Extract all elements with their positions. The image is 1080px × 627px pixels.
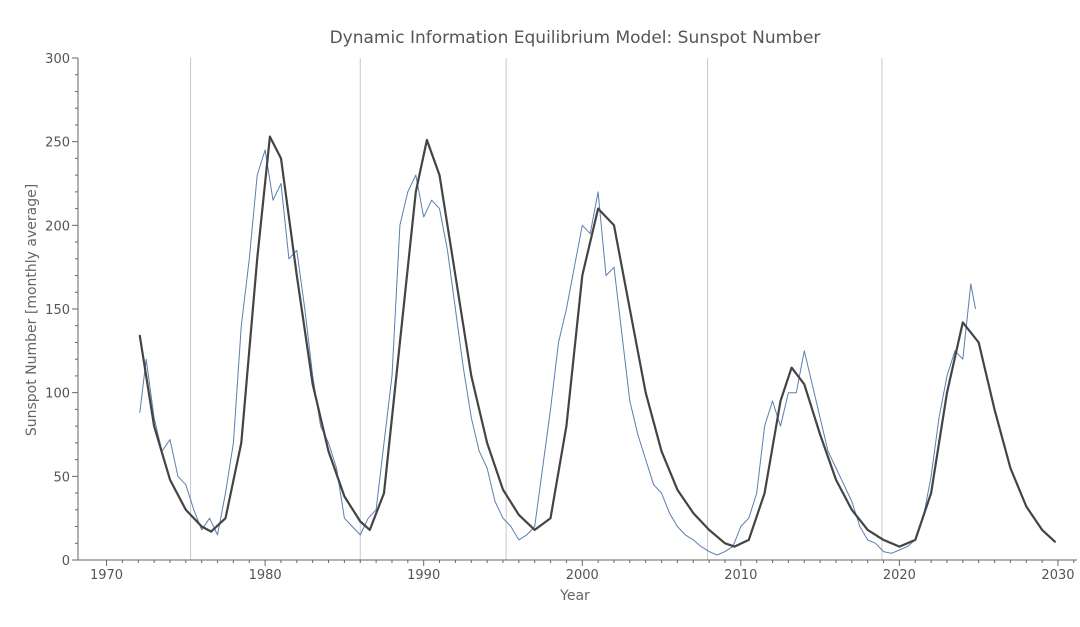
y-tick-label-100: 100 — [45, 387, 70, 402]
minima-lines — [190, 58, 883, 560]
y-axis-ticks: 0 50 100 150 200 250 300 — [45, 52, 78, 569]
x-axis-title: Year — [559, 588, 590, 604]
y-tick-label-300: 300 — [45, 52, 70, 67]
x-tick-label-1980: 1980 — [249, 568, 282, 583]
model-series-group — [138, 135, 1056, 548]
y-axis-title: Sunspot Number [monthly average] — [24, 184, 40, 436]
y-tick-label-0: 0 — [62, 554, 70, 569]
y-tick-label-150: 150 — [45, 303, 70, 318]
x-tick-label-2020: 2020 — [883, 568, 916, 583]
chart-title: Dynamic Information Equilibrium Model: S… — [330, 28, 821, 48]
x-tick-label-2000: 2000 — [566, 568, 599, 583]
y-tick-label-250: 250 — [45, 136, 70, 151]
axes — [77, 58, 1077, 561]
x-tick-label-1990: 1990 — [407, 568, 440, 583]
x-tick-label-1970: 1970 — [90, 568, 123, 583]
y-tick-label-50: 50 — [53, 470, 70, 485]
y-tick-label-200: 200 — [45, 219, 70, 234]
observed-sunspot-line — [139, 149, 976, 556]
x-tick-label-2010: 2010 — [724, 568, 757, 583]
observed-series-group — [139, 149, 976, 556]
x-axis-ticks: 1970 1980 1990 2000 2010 2020 2030 — [90, 560, 1075, 583]
x-tick-label-2030: 2030 — [1041, 568, 1074, 583]
model-fit-line — [138, 135, 1056, 548]
